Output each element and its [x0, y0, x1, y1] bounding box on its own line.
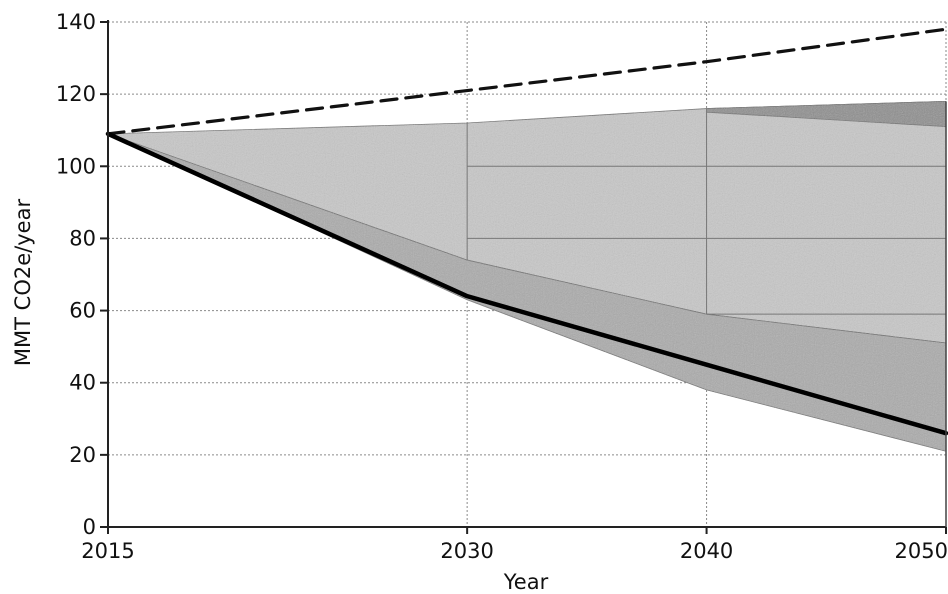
y-tick-label-40: 40: [69, 371, 96, 395]
pathway-line-solid: [105, 131, 948, 436]
axes: [100, 20, 947, 534]
y-axis-title: MMT CO2e/year: [11, 199, 35, 367]
series-lines: [105, 27, 948, 436]
x-tick-label-2050: 2050: [895, 539, 948, 563]
y-tick-label-140: 140: [56, 10, 96, 34]
y-tick-label-60: 60: [69, 299, 96, 323]
x-tick-label-2015: 2015: [81, 539, 134, 563]
y-tick-label-80: 80: [69, 226, 96, 250]
y-tick-label-0: 0: [83, 515, 96, 539]
y-tick-label-20: 20: [69, 443, 96, 467]
y-tick-label-120: 120: [56, 82, 96, 106]
reference-line-dashed: [106, 27, 948, 136]
x-tick-label-2040: 2040: [680, 539, 733, 563]
x-tick-label-2030: 2030: [440, 539, 493, 563]
y-tick-label-100: 100: [56, 154, 96, 178]
x-axis-title: Year: [503, 570, 549, 594]
